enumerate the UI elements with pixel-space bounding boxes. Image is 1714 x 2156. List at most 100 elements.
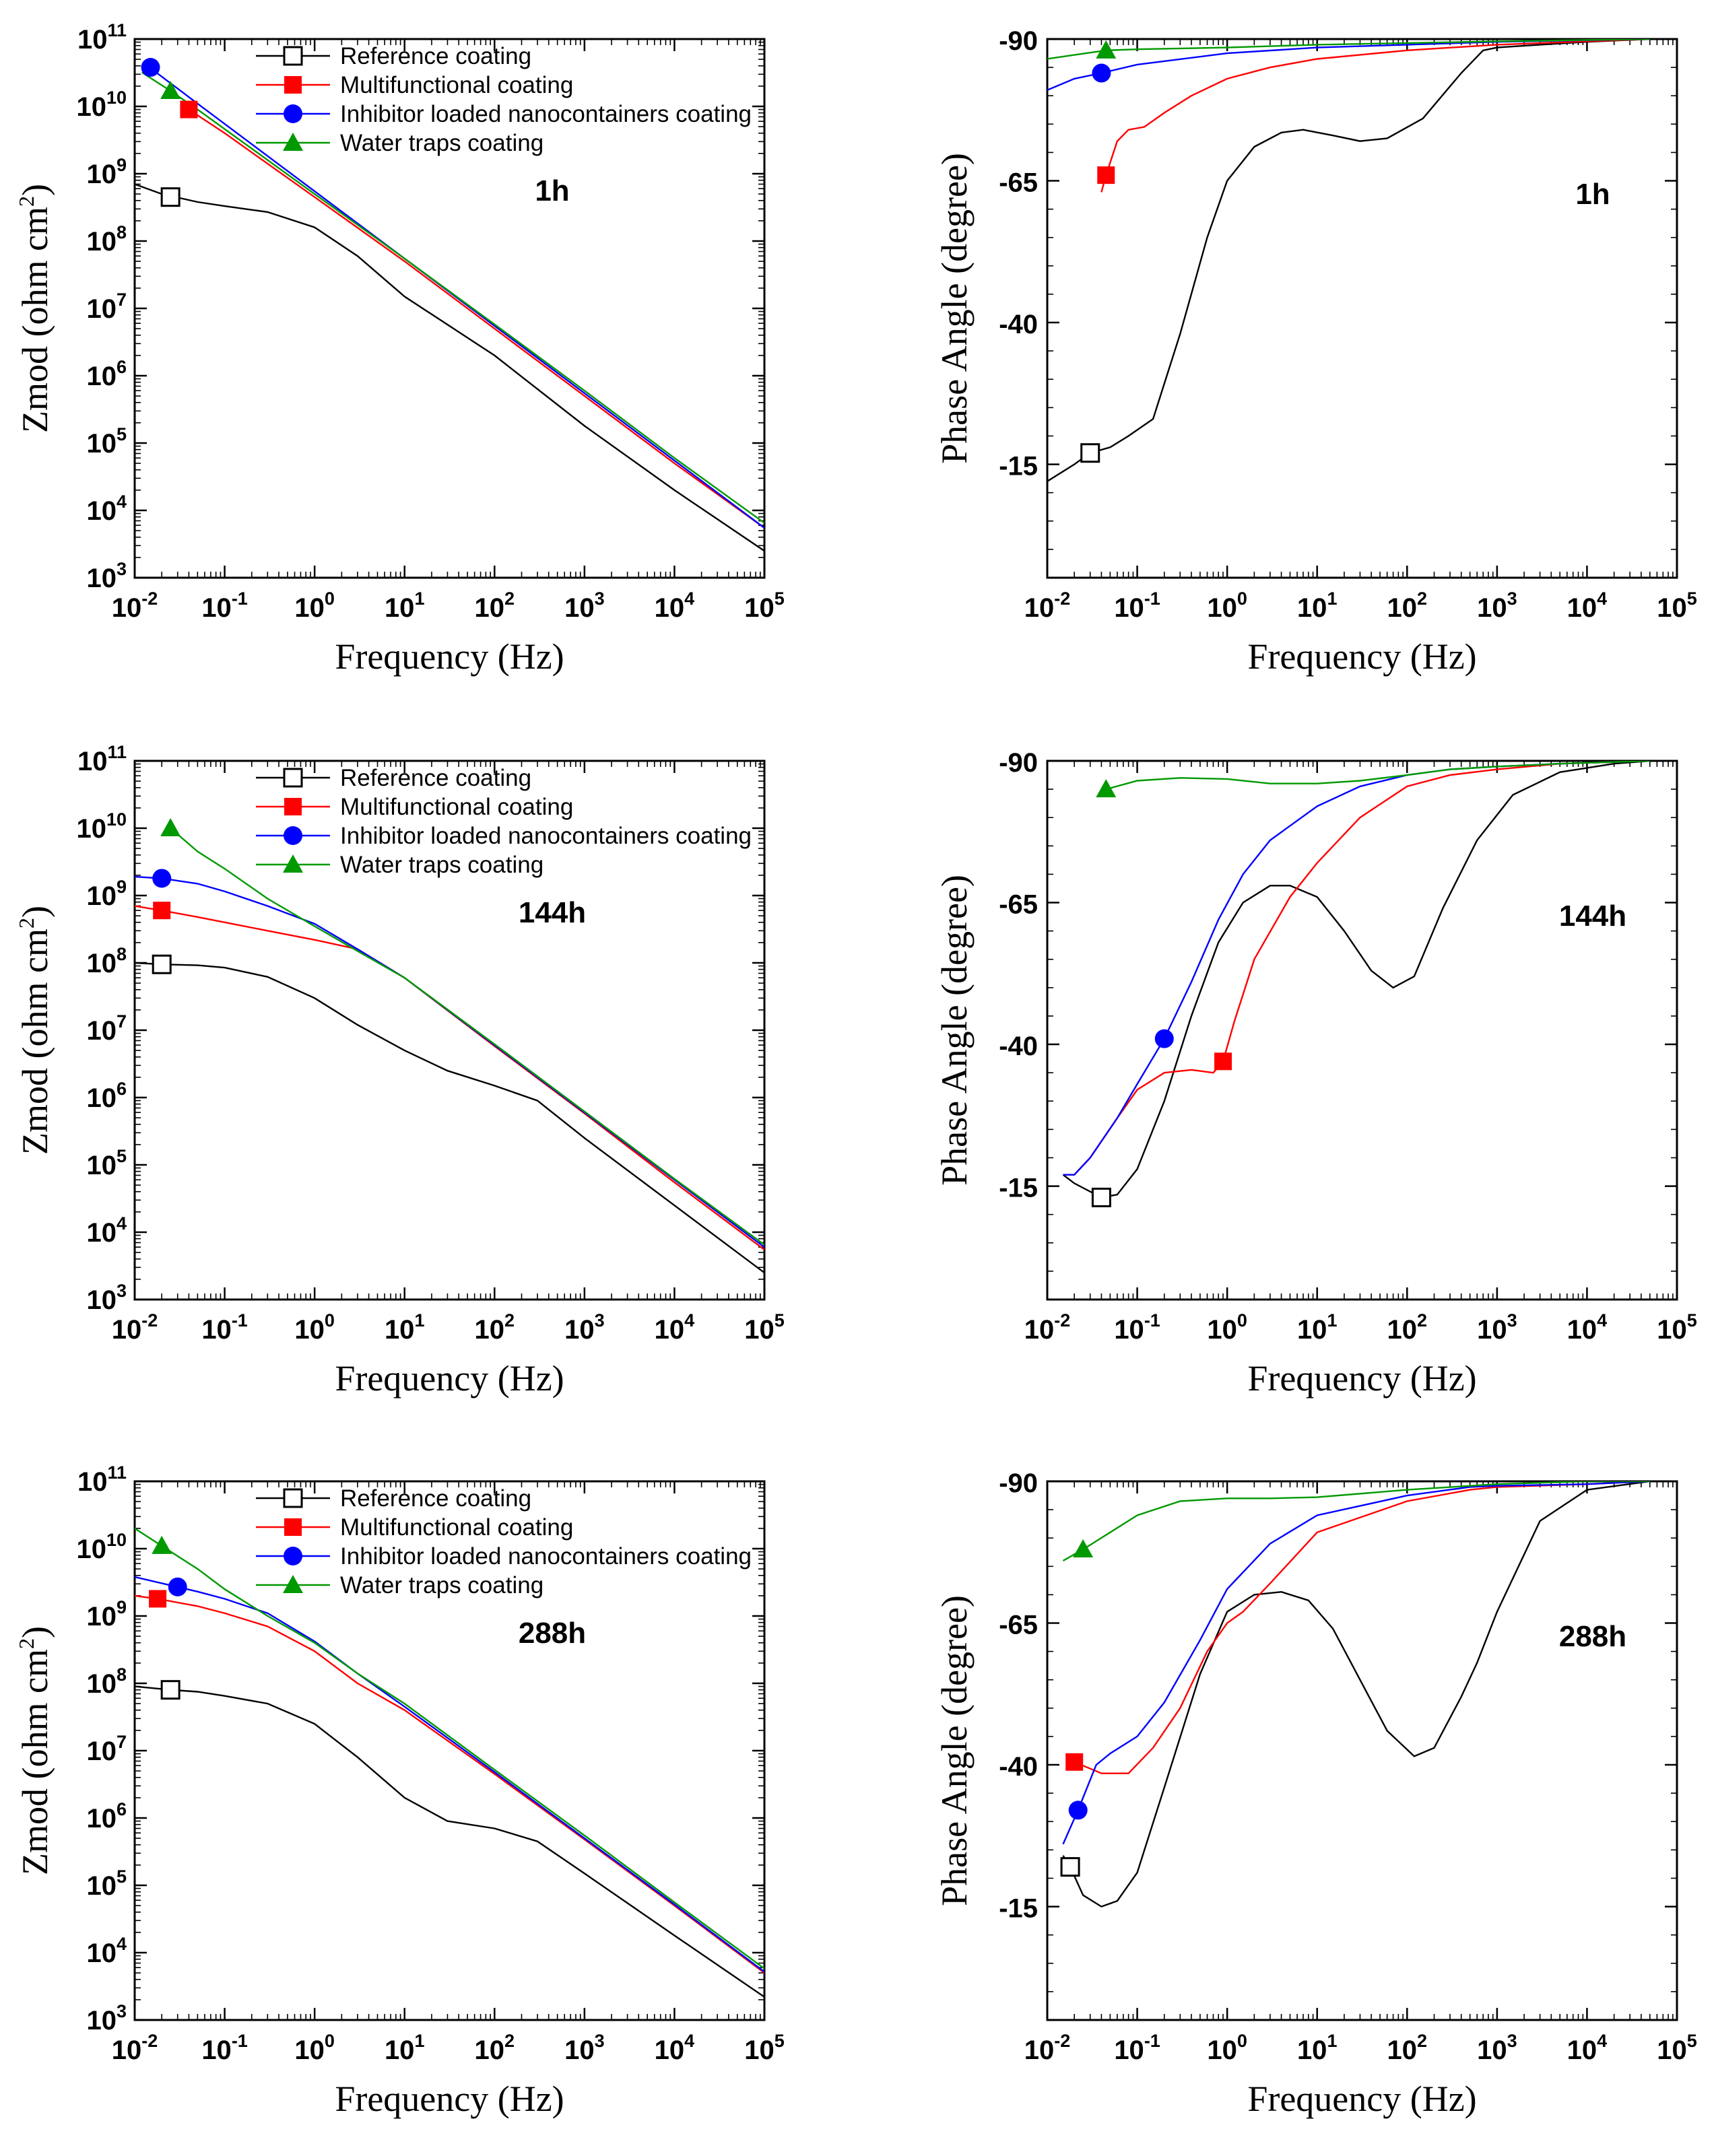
- series-marker-2: [149, 1590, 167, 1608]
- chart-panel-288h-impedance: 10-2 10-1 100 101 102 103 104 105 103 104 105 106 10…: [14, 1462, 785, 2119]
- series-line-3: [1062, 1481, 1650, 1845]
- panel-label: 144h: [1559, 900, 1626, 933]
- x-axis-title: Frequency (Hz): [1247, 1358, 1476, 1399]
- series-line-1: [135, 1685, 764, 1998]
- series-line-2: [135, 905, 764, 1250]
- series-line-2: [1070, 1481, 1650, 1774]
- x-tick-label: 105: [744, 2031, 785, 2065]
- panel-label: 288h: [1559, 1620, 1626, 1653]
- x-tick-label: 104: [1567, 2031, 1608, 2065]
- legend-label-4: Water traps coating: [340, 852, 543, 878]
- x-tick-label: 10-2: [1024, 1310, 1071, 1345]
- series-marker-4: [160, 80, 181, 99]
- legend-label-3: Inhibitor loaded nanocontainers coating: [340, 823, 752, 849]
- series-marker-2: [153, 902, 171, 920]
- x-tick-label: 10-1: [1114, 2031, 1160, 2065]
- series-line-1: [1047, 39, 1650, 482]
- y-tick-label: 105: [86, 1146, 127, 1180]
- legend-label-1: Reference coating: [340, 765, 531, 791]
- legend-marker-3: [284, 104, 302, 123]
- series-line-4: [1047, 39, 1650, 60]
- series-line-2: [1100, 39, 1650, 193]
- legend-label-1: Reference coating: [340, 43, 531, 69]
- y-axis-title: Zmod (ohm cm2): [14, 1626, 55, 1875]
- x-tick-label: 10-1: [1114, 588, 1160, 623]
- series-marker-2: [180, 100, 198, 119]
- legend-label-4: Water traps coating: [340, 130, 543, 156]
- series-marker-1: [160, 187, 180, 207]
- series-line-1: [1062, 761, 1650, 1199]
- x-tick-label: 102: [1387, 1310, 1428, 1345]
- series-marker-4: [152, 1535, 172, 1554]
- y-axis-title: Phase Angle (degree): [934, 1595, 975, 1906]
- series-marker-2: [1097, 166, 1115, 184]
- chart-panel-144h-impedance: 10-2 10-1 100 101 102 103 104 105 103 104 105 106 10…: [14, 742, 785, 1399]
- x-tick-label: 102: [475, 588, 515, 623]
- x-tick-label: 105: [1657, 2031, 1697, 2065]
- series-line-3: [135, 1576, 764, 1973]
- y-tick-label: 108: [86, 1664, 127, 1699]
- y-tick-label: 108: [86, 944, 127, 978]
- x-tick-label: 104: [1567, 588, 1608, 623]
- y-tick-label: 105: [86, 424, 127, 459]
- y-tick-label: 1011: [77, 20, 127, 55]
- x-axis-title: Frequency (Hz): [335, 1358, 564, 1399]
- x-tick-label: 103: [564, 2031, 605, 2065]
- x-tick-label: 104: [655, 588, 695, 623]
- y-tick-label: -15: [999, 452, 1038, 481]
- y-tick-label: -15: [999, 1894, 1038, 1924]
- plot-frame: [1046, 760, 1678, 1301]
- series-marker-1: [1080, 443, 1100, 463]
- y-axis-title: Zmod (ohm cm2): [14, 906, 55, 1155]
- legend-marker-1: [283, 46, 303, 66]
- legend-marker-3: [284, 826, 302, 845]
- x-tick-label: 10-1: [201, 588, 248, 623]
- legend-label-3: Inhibitor loaded nanocontainers coating: [340, 1543, 752, 1570]
- x-tick-label: 103: [1477, 2031, 1517, 2065]
- legend-marker-4: [283, 1575, 303, 1593]
- x-tick-label: 103: [1477, 588, 1517, 623]
- x-axis-title: Frequency (Hz): [335, 636, 564, 677]
- legend-label-1: Reference coating: [340, 1485, 531, 1512]
- y-tick-label: -40: [999, 1032, 1038, 1061]
- y-tick-label: -65: [999, 890, 1038, 920]
- y-tick-label: 1010: [76, 1530, 127, 1564]
- x-tick-label: 101: [385, 588, 425, 623]
- y-tick-label: 107: [86, 1011, 127, 1046]
- x-tick-label: 105: [1657, 588, 1697, 623]
- y-tick-label: 109: [86, 1597, 127, 1631]
- series-marker-3: [141, 58, 160, 77]
- legend-marker-2: [284, 798, 302, 815]
- y-tick-label: 106: [86, 1079, 127, 1113]
- chart-panel-1h-phase: 10-2 10-1 100 101 102 103 104 105 -90 -65 -40 -15 Fr…: [934, 26, 1697, 677]
- x-tick-label: 10-2: [112, 2031, 158, 2065]
- series-marker-3: [152, 869, 172, 888]
- x-tick-label: 10-2: [112, 588, 158, 623]
- series-line-3: [135, 875, 764, 1248]
- x-tick-label: 10-1: [1114, 1310, 1160, 1345]
- legend-marker-1: [283, 768, 303, 788]
- x-tick-label: 101: [1297, 1310, 1338, 1345]
- x-tick-label: 10-2: [1024, 588, 1071, 623]
- series-line-1: [1062, 1481, 1650, 1908]
- y-tick-label: 103: [86, 1281, 127, 1315]
- series-marker-2: [1214, 1052, 1232, 1071]
- legend-marker-2: [284, 1518, 302, 1536]
- y-tick-label: -90: [999, 1469, 1038, 1498]
- legend-label-2: Multifunctional coating: [340, 1514, 573, 1541]
- series-marker-3: [1068, 1800, 1088, 1820]
- x-tick-label: 10-2: [1024, 2031, 1071, 2065]
- x-tick-label: 102: [475, 1310, 515, 1345]
- series-marker-3: [168, 1577, 187, 1596]
- x-axis-title: Frequency (Hz): [1247, 2079, 1476, 2119]
- series-marker-1: [1091, 1187, 1111, 1207]
- legend-marker-4: [283, 854, 303, 873]
- series-marker-4: [1096, 779, 1117, 798]
- x-axis-title: Frequency (Hz): [335, 2079, 564, 2119]
- series-line-2: [188, 108, 764, 529]
- x-tick-label: 105: [1657, 1310, 1697, 1345]
- series-line-4: [1062, 1481, 1650, 1561]
- y-tick-label: 106: [86, 357, 127, 391]
